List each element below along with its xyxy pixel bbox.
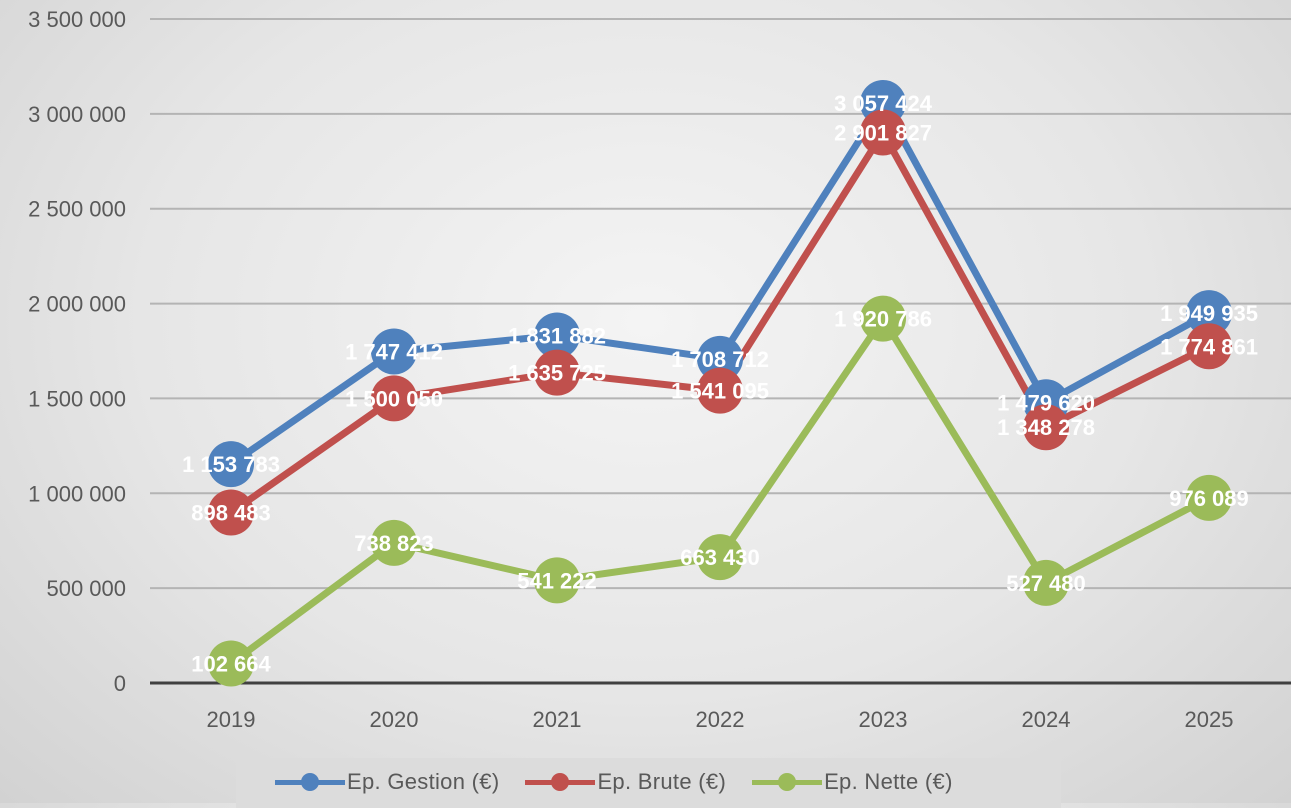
marker-ep-nette xyxy=(1023,559,1069,606)
legend-swatch xyxy=(275,767,345,797)
legend-label: Ep. Brute (€) xyxy=(597,769,727,794)
series-line-ep-brute xyxy=(228,128,1211,516)
marker-ep-gestion xyxy=(1186,290,1232,337)
marker-ep-brute xyxy=(860,109,906,156)
marker-ep-nette xyxy=(208,640,254,687)
legend-swatch xyxy=(752,767,823,797)
legend-background xyxy=(236,758,1061,808)
data-label-ep-brute: 898 483 xyxy=(191,501,271,526)
marker-ep-gestion xyxy=(697,335,743,382)
data-label-ep-brute: 2 901 827 xyxy=(834,120,932,145)
x-axis-tick-labels: 2019 2020 2021 2022 2023 2024 2025 xyxy=(207,707,1234,732)
marker-ep-gestion xyxy=(208,441,254,488)
y-tick-label: 500 000 xyxy=(46,576,126,601)
marker-ep-nette xyxy=(1186,474,1232,521)
data-label-ep-brute: 1 635 725 xyxy=(508,361,606,386)
series-data-labels: 1 153 783 1 747 412 1 831 882 1 708 712 3 05… xyxy=(182,91,1258,677)
data-label-ep-gestion: 1 708 712 xyxy=(671,347,769,372)
series-markers xyxy=(208,79,1232,687)
legend-label: Ep. Nette (€) xyxy=(824,769,953,794)
marker-ep-brute xyxy=(534,349,580,396)
y-tick-label: 1 000 000 xyxy=(28,481,126,506)
x-tick-label: 2024 xyxy=(1022,707,1071,732)
data-label-ep-nette: 738 823 xyxy=(354,531,434,556)
x-tick-label: 2019 xyxy=(207,707,256,732)
data-label-ep-gestion: 1 949 935 xyxy=(1160,301,1258,326)
y-tick-label: 2 000 000 xyxy=(28,292,126,317)
data-label-ep-gestion: 1 479 620 xyxy=(997,390,1095,415)
legend-item-ep-nette: Ep. Nette (€) xyxy=(752,767,953,797)
y-tick-label: 3 500 000 xyxy=(28,7,126,32)
marker-ep-brute xyxy=(1023,404,1069,451)
marker-ep-nette xyxy=(860,295,906,342)
x-tick-label: 2020 xyxy=(370,707,419,732)
data-label-ep-brute: 1 541 095 xyxy=(671,379,769,404)
x-tick-label: 2021 xyxy=(533,707,582,732)
marker-ep-nette xyxy=(697,534,743,581)
data-label-ep-gestion: 3 057 424 xyxy=(834,91,933,116)
x-tick-label: 2025 xyxy=(1185,707,1234,732)
y-tick-label: 3 000 000 xyxy=(28,102,126,127)
marker-ep-nette xyxy=(534,557,580,604)
data-label-ep-gestion: 1 747 412 xyxy=(345,339,443,364)
data-label-ep-nette: 102 664 xyxy=(191,652,271,677)
data-label-ep-nette: 527 480 xyxy=(1006,571,1086,596)
data-label-ep-brute: 1 348 278 xyxy=(997,415,1095,440)
legend-label: Ep. Gestion (€) xyxy=(347,769,500,794)
y-axis-tick-labels: 0 500 000 1 000 000 1 500 000 2 000 000 2 500… xyxy=(28,7,126,696)
data-label-ep-nette: 663 430 xyxy=(680,545,760,570)
y-tick-label: 1 500 000 xyxy=(28,386,126,411)
data-label-ep-nette: 976 089 xyxy=(1169,486,1249,511)
marker-ep-brute xyxy=(208,489,254,536)
marker-ep-gestion xyxy=(371,328,417,375)
data-label-ep-nette: 1 920 786 xyxy=(834,307,932,332)
data-label-ep-gestion: 1 153 783 xyxy=(182,452,280,477)
y-tick-label: 0 xyxy=(114,671,126,696)
data-label-ep-brute: 1 500 050 xyxy=(345,386,443,411)
legend-item-ep-brute: Ep. Brute (€) xyxy=(525,767,726,797)
marker-ep-nette xyxy=(371,519,417,566)
x-tick-label: 2022 xyxy=(696,707,745,732)
marker-ep-brute xyxy=(1186,323,1232,370)
legend-swatch xyxy=(525,767,596,797)
marker-ep-gestion xyxy=(534,312,580,359)
marker-ep-brute xyxy=(371,375,417,422)
line-chart: 0 500 000 1 000 000 1 500 000 2 000 000 2 500… xyxy=(28,7,1291,732)
legend-item-ep-gestion: Ep. Gestion (€) xyxy=(275,767,499,797)
marker-ep-brute xyxy=(697,367,743,414)
legend: Ep. Gestion (€) Ep. Brute (€) Ep. Nette (€… xyxy=(275,767,953,797)
data-label-ep-brute: 1 774 861 xyxy=(1160,334,1258,359)
data-label-ep-nette: 541 222 xyxy=(517,568,597,593)
data-label-ep-gestion: 1 831 882 xyxy=(508,323,606,348)
x-tick-label: 2023 xyxy=(859,707,908,732)
y-tick-label: 2 500 000 xyxy=(28,197,126,222)
